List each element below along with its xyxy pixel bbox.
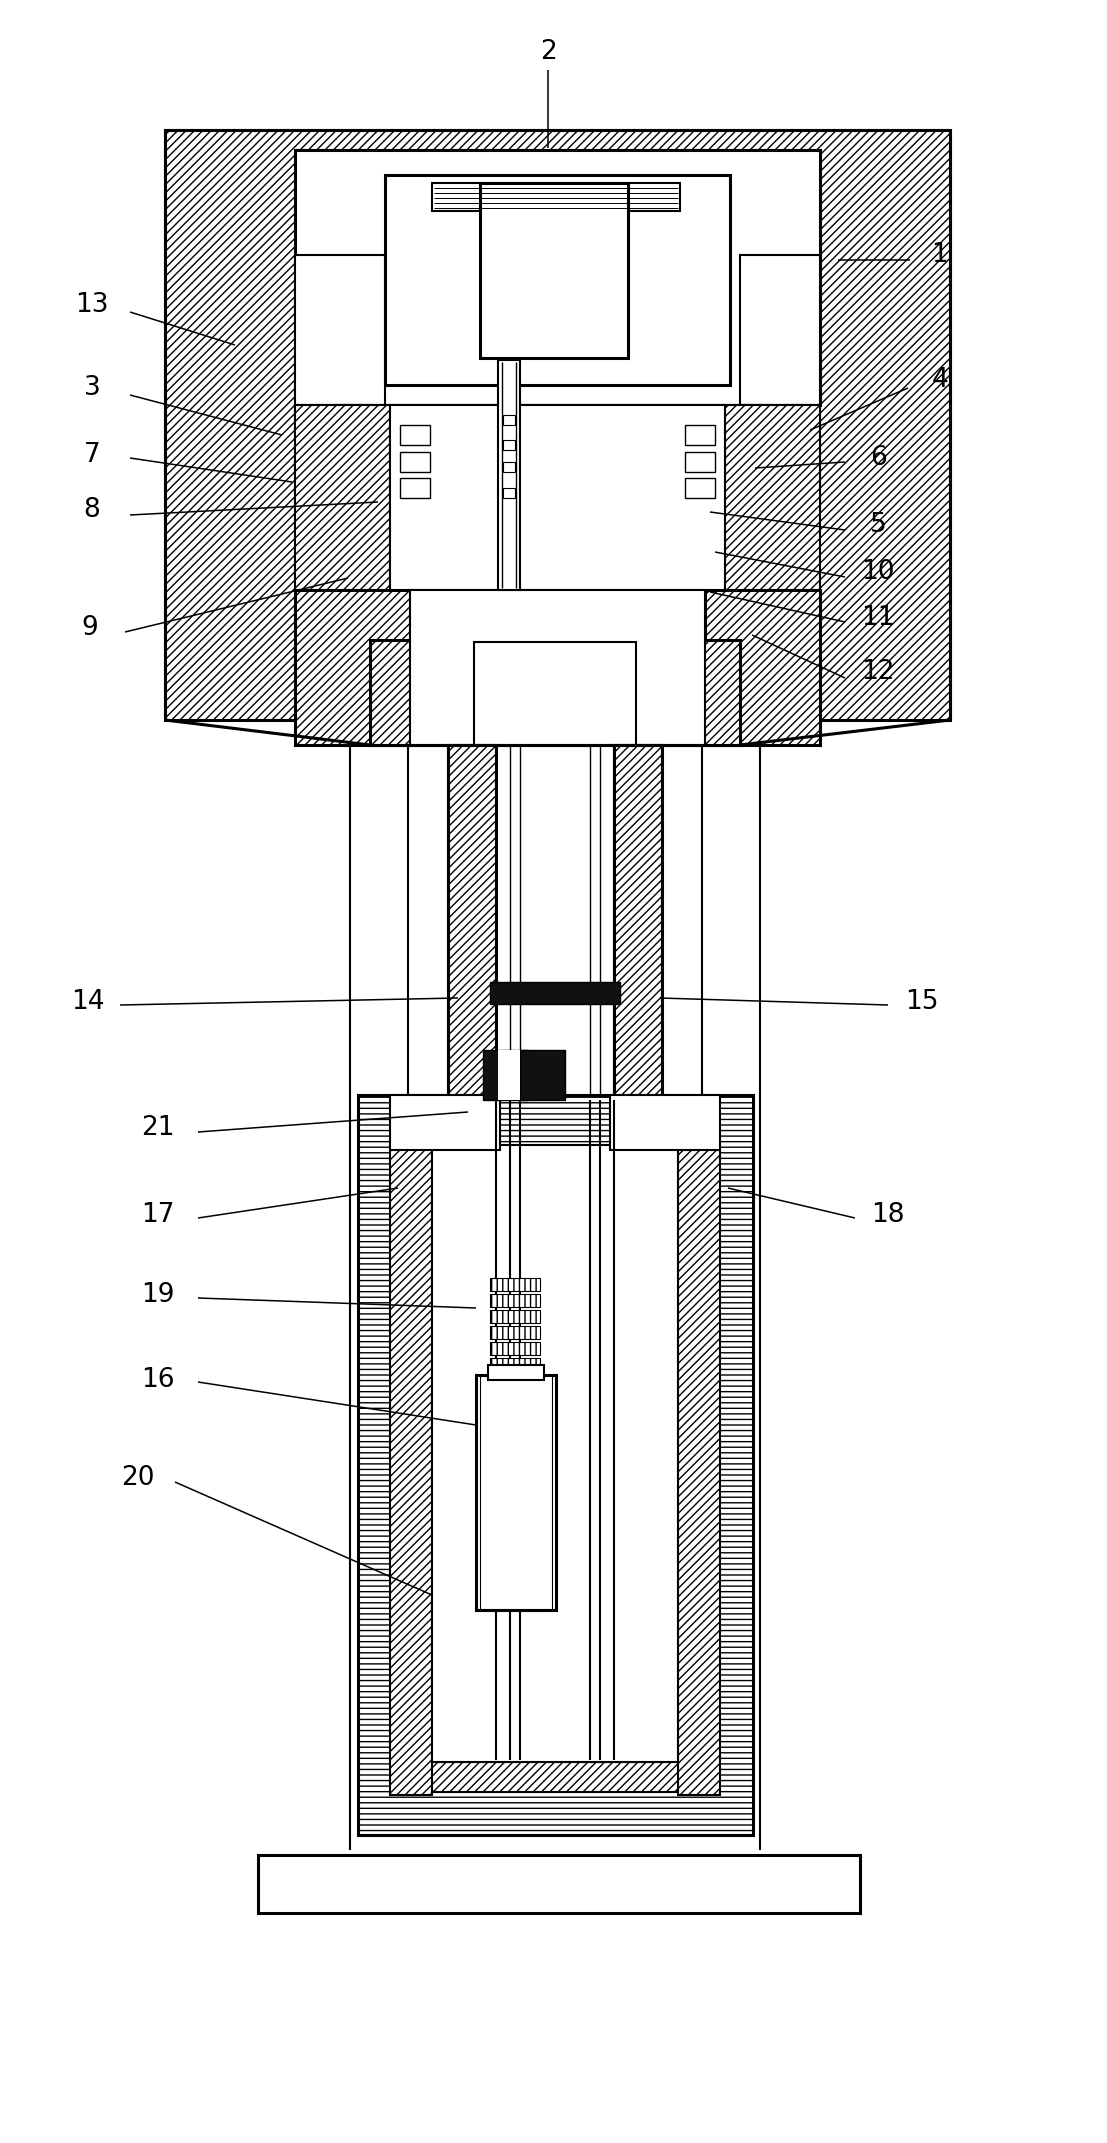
Text: 12: 12 <box>861 660 894 686</box>
Bar <box>294 150 820 405</box>
Bar <box>685 424 715 446</box>
Bar <box>490 1309 540 1322</box>
Bar <box>490 1277 540 1290</box>
Text: 17: 17 <box>142 1202 175 1228</box>
Bar <box>503 463 515 471</box>
Text: 11: 11 <box>861 604 894 630</box>
Bar <box>258 1856 860 1914</box>
Bar <box>498 1050 520 1099</box>
Bar <box>490 1342 540 1354</box>
Text: 3: 3 <box>84 375 101 401</box>
Bar <box>685 452 715 471</box>
Bar <box>503 416 515 424</box>
Text: 20: 20 <box>122 1466 155 1492</box>
Bar <box>614 746 662 1095</box>
Polygon shape <box>294 255 385 405</box>
Bar <box>432 182 680 210</box>
Bar <box>432 1144 677 1762</box>
Bar <box>498 360 520 589</box>
Bar <box>385 176 730 386</box>
Bar <box>294 405 390 589</box>
Bar <box>480 182 628 358</box>
Text: 18: 18 <box>871 1202 904 1228</box>
Text: 21: 21 <box>142 1114 175 1140</box>
Bar <box>410 589 705 746</box>
Bar <box>400 478 430 497</box>
Bar <box>432 1762 677 1792</box>
Bar <box>390 1144 432 1796</box>
Bar <box>677 1144 720 1796</box>
Text: 19: 19 <box>142 1282 175 1307</box>
Bar <box>448 746 496 1095</box>
Bar <box>400 424 430 446</box>
Bar <box>725 405 820 589</box>
Bar <box>165 131 950 720</box>
Bar <box>400 452 430 471</box>
Bar <box>520 1050 565 1099</box>
Bar <box>358 1095 753 1834</box>
Text: 10: 10 <box>861 559 894 585</box>
Bar <box>390 405 725 589</box>
Text: 5: 5 <box>870 512 887 538</box>
Bar <box>503 489 515 497</box>
Text: 8: 8 <box>84 497 101 523</box>
Text: 14: 14 <box>71 990 105 1016</box>
Text: 15: 15 <box>906 990 939 1016</box>
Text: 1: 1 <box>932 242 949 268</box>
Text: 13: 13 <box>75 291 108 317</box>
Bar <box>474 643 637 746</box>
Text: 16: 16 <box>142 1367 175 1393</box>
Bar <box>503 439 515 450</box>
Bar <box>476 1376 556 1609</box>
Bar <box>488 1365 544 1380</box>
Bar <box>490 1294 540 1307</box>
Bar <box>483 1050 528 1099</box>
Bar <box>294 405 820 510</box>
Bar <box>490 981 620 1005</box>
Text: 9: 9 <box>82 615 99 641</box>
Bar <box>294 589 410 746</box>
Bar <box>370 641 739 746</box>
Bar <box>490 1327 540 1339</box>
Bar <box>490 1359 540 1372</box>
Bar <box>390 1095 500 1151</box>
Text: 4: 4 <box>932 366 949 392</box>
Bar <box>705 589 820 746</box>
Bar <box>610 1095 720 1151</box>
Polygon shape <box>739 255 820 405</box>
Bar <box>685 478 715 497</box>
Text: 6: 6 <box>870 446 887 471</box>
Text: 7: 7 <box>84 441 101 467</box>
Text: 2: 2 <box>539 39 557 64</box>
